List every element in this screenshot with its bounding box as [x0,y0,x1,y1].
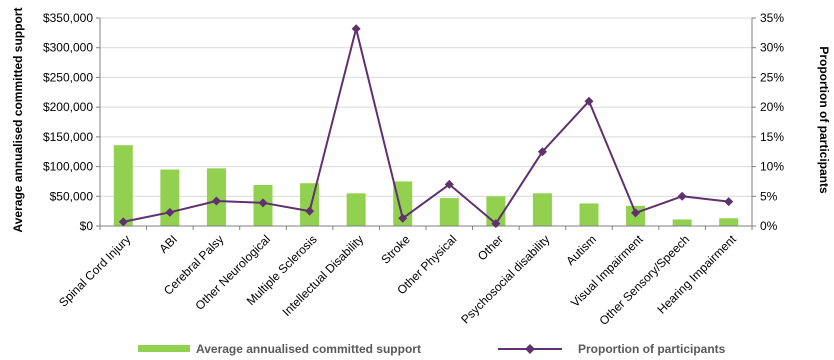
bar [719,218,739,226]
bar [160,169,180,226]
x-tick-label: Stroke [378,232,413,267]
gridlines [100,17,752,197]
line-marker [444,179,454,189]
line-marker [631,208,641,218]
y-left-axis-title: Average annualised committed support [11,8,25,233]
y-right-tick-label: 10% [760,160,784,174]
axes [96,17,756,230]
x-tick-label: Autism [563,232,599,268]
y-left-tick-label: $0 [80,219,94,233]
y-right-tick-label: 5% [760,189,778,203]
y-left-tick-label: $100,000 [43,160,93,174]
y-right-axis-title: Proportion of participants [817,46,831,194]
x-tick-label: Other Sensory/Speech [597,232,693,328]
y-right-tick-label: 20% [760,100,784,114]
bar [439,198,459,226]
y-right-tick-label: 35% [760,11,784,25]
y-left-tick-label: $200,000 [43,100,93,114]
x-tick-label: Psychosocial disability [458,232,552,326]
legend-line-marker [525,344,535,354]
line-marker [258,198,268,208]
y-right-tick-label: 0% [760,219,778,233]
line-marker [118,217,128,227]
line-marker [491,219,501,229]
line-marker [537,147,547,157]
x-tick-label: Other [475,232,506,263]
x-tick-label: Spinal Cord Injury [56,232,133,309]
y-left-ticks: $0 $50,000 $100,000 $150,000 $200,000 $250,00… [43,11,93,233]
line-marker [211,196,221,206]
bar [113,145,133,226]
legend-line-label: Proportion of participants [578,342,726,356]
y-left-tick-label: $300,000 [43,41,93,55]
y-right-tick-label: 30% [760,41,784,55]
y-right-tick-label: 25% [760,70,784,84]
x-tick-label: Intellectual Disability [279,232,366,319]
legend-bar-label: Average annualised committed support [196,342,421,356]
proportion-line [123,27,729,225]
bar [532,193,552,226]
y-left-tick-label: $250,000 [43,70,93,84]
line-marker [351,24,361,34]
bar [346,193,366,226]
y-right-ticks: 0% 5% 10% 15% 20% 25% 30% 35% [760,11,784,233]
bar [579,203,599,226]
line-marker [305,206,315,216]
line-series [118,24,734,229]
legend: Average annualised committed support Pro… [138,342,726,356]
y-right-tick-label: 15% [760,130,784,144]
x-tick-label: Hearing Impairment [654,232,739,317]
legend-bar-swatch [138,345,190,352]
bar-series [113,145,739,226]
bar [672,219,692,226]
line-marker [398,213,408,223]
y-left-tick-label: $50,000 [50,189,94,203]
line-marker [677,191,687,201]
line-marker [724,197,734,207]
x-tick-label: ABI [156,232,180,256]
y-left-tick-label: $350,000 [43,11,93,25]
line-marker [165,207,175,217]
y-left-tick-label: $150,000 [43,130,93,144]
line-marker [584,96,594,106]
bar [300,183,320,226]
